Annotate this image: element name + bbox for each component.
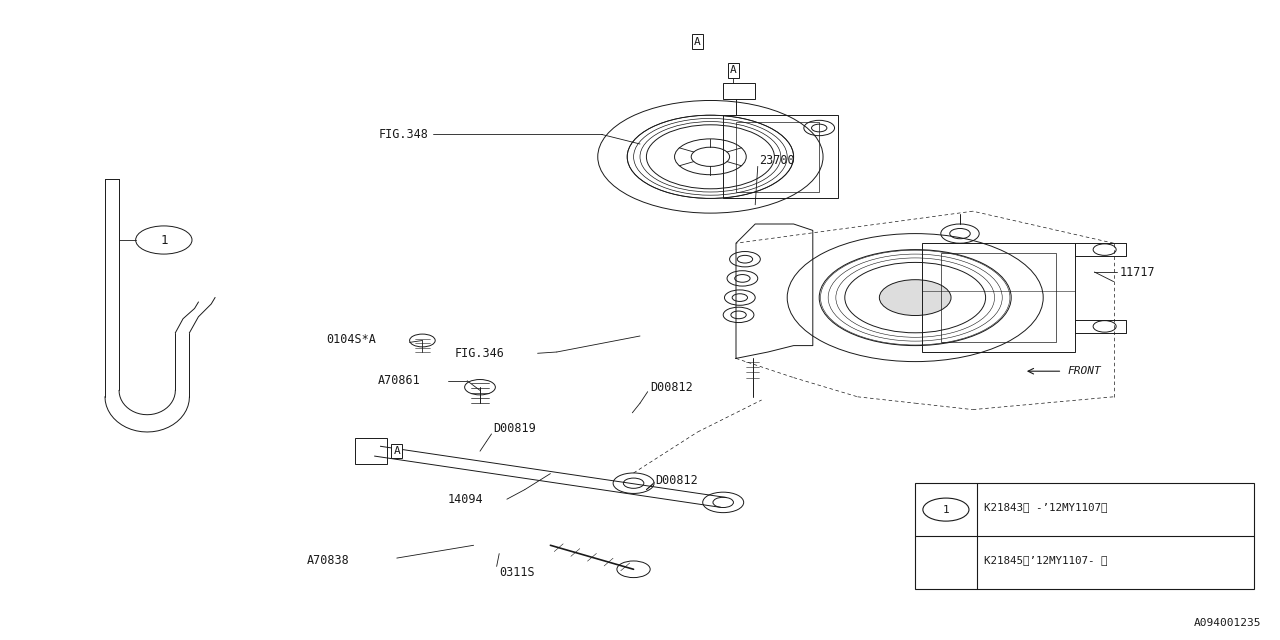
Bar	[941, 253, 1056, 342]
Text: FRONT: FRONT	[1068, 366, 1101, 376]
Text: A094001235: A094001235	[1193, 618, 1261, 628]
Text: FIG.346: FIG.346	[454, 347, 504, 360]
Text: FIG.348: FIG.348	[379, 128, 429, 141]
Bar	[723, 83, 755, 99]
Text: D00812: D00812	[650, 381, 692, 394]
Text: D00819: D00819	[493, 422, 535, 435]
Circle shape	[879, 280, 951, 316]
Text: A: A	[694, 36, 701, 47]
Bar	[355, 438, 387, 464]
Bar	[915, 483, 1254, 589]
Text: 1: 1	[942, 504, 950, 515]
Bar	[723, 115, 838, 198]
Text: A70861: A70861	[378, 374, 420, 387]
Text: A: A	[730, 65, 737, 76]
Text: K21843〈 -’12MY1107〉: K21843〈 -’12MY1107〉	[984, 502, 1107, 513]
Bar	[922, 243, 1075, 352]
Text: 23700: 23700	[759, 154, 795, 166]
Text: 0311S: 0311S	[499, 566, 535, 579]
Text: A70838: A70838	[307, 554, 349, 566]
Text: 1: 1	[160, 234, 168, 246]
Text: A: A	[393, 446, 401, 456]
Text: D00812: D00812	[655, 474, 698, 486]
Text: 14094: 14094	[448, 493, 484, 506]
Bar	[736, 122, 819, 192]
Text: 0104S*A: 0104S*A	[326, 333, 376, 346]
Text: K21845〈’12MY1107- 〉: K21845〈’12MY1107- 〉	[984, 556, 1107, 565]
Text: 11717: 11717	[1120, 266, 1156, 278]
